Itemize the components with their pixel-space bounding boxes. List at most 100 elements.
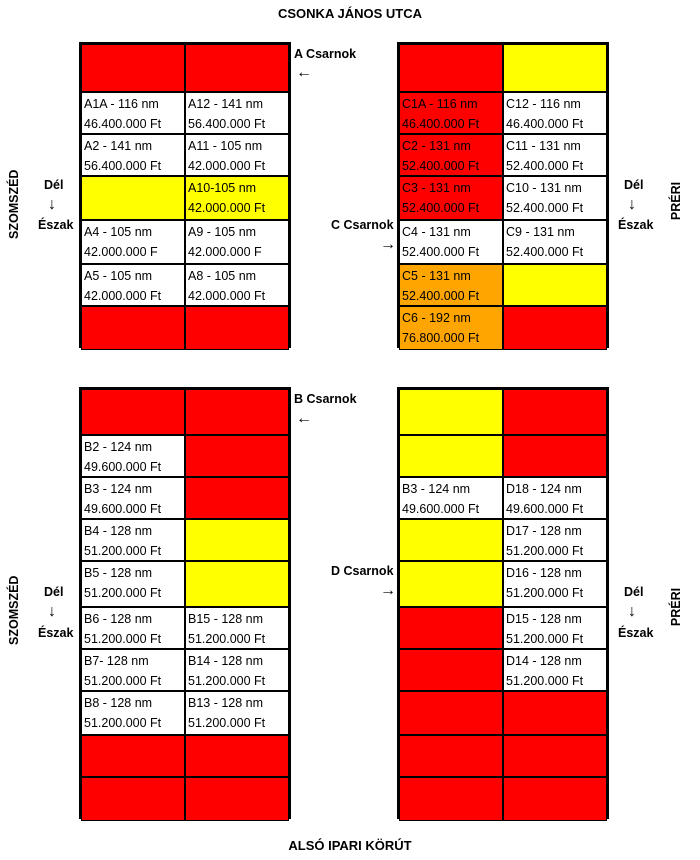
lot-price-label: 52.400.000 Ft — [506, 201, 584, 215]
lot-size-label: B6 - 128 nm — [84, 612, 153, 626]
lot-price-label: 51.200.000 Ft — [188, 632, 266, 646]
lot-size-label: B8 - 128 nm — [84, 696, 153, 710]
lot-price-label: 46.400.000 Ft — [402, 117, 480, 131]
lot-cell — [185, 735, 289, 777]
lot-cell — [399, 389, 503, 435]
compass-south-label: Dél — [624, 585, 644, 599]
compass-south-label: Dél — [44, 585, 64, 599]
lot-size-label: C1A - 116 nm — [402, 97, 478, 111]
lot-cell — [399, 735, 503, 777]
lot-cell — [185, 777, 289, 821]
lot-size-label: C2 - 131 nm — [402, 139, 471, 153]
lot-cell — [503, 777, 607, 821]
prairie-side-label: PRÉRI — [669, 587, 683, 627]
compass-down-arrow-icon: ↓ — [628, 196, 636, 213]
lot-size-label: C9 - 131 nm — [506, 225, 575, 239]
hall-a-arrow-icon: ← — [296, 64, 312, 81]
lot-cell: B3 - 124 nm 49.600.000 Ft — [81, 477, 185, 519]
lot-size-label: D18 - 124 nm — [506, 482, 582, 496]
lot-price-label: 51.200.000 Ft — [84, 674, 162, 688]
lot-size-label: B2 - 124 nm — [84, 440, 153, 454]
lot-cell — [399, 561, 503, 607]
lot-cell — [81, 306, 185, 350]
lot-price-label: 42.000.000 Ft — [188, 159, 266, 173]
lot-price-label: 51.200.000 Ft — [188, 674, 266, 688]
lot-cell — [81, 777, 185, 821]
lot-cell — [185, 306, 289, 350]
lot-size-label: B3 - 124 nm — [84, 482, 153, 496]
lot-cell — [185, 389, 289, 435]
lot-cell: B5 - 128 nm 51.200.000 Ft — [81, 561, 185, 607]
lot-cell: A11 - 105 nm 42.000.000 Ft — [185, 134, 289, 176]
compass-south-label: Dél — [44, 178, 64, 192]
lot-cell — [503, 306, 607, 350]
lot-price-label: 52.400.000 Ft — [506, 159, 584, 173]
lot-price-label: 51.200.000 Ft — [506, 632, 584, 646]
lot-price-label: 51.200.000 Ft — [506, 674, 584, 688]
lot-size-label: D17 - 128 nm — [506, 524, 582, 538]
lot-cell: B4 - 128 nm 51.200.000 Ft — [81, 519, 185, 561]
lot-price-label: 42.000.000 Ft — [188, 201, 266, 215]
lot-size-label: A12 - 141 nm — [188, 97, 264, 111]
compass-north-label: Észak — [38, 626, 74, 640]
lot-cell — [503, 264, 607, 306]
lot-size-label: A8 - 105 nm — [188, 269, 257, 283]
lot-cell — [185, 477, 289, 519]
lot-size-label: C5 - 131 nm — [402, 269, 471, 283]
lot-cell: C2 - 131 nm 52.400.000 Ft — [399, 134, 503, 176]
lot-size-label: C10 - 131 nm — [506, 181, 582, 195]
lot-cell: D17 - 128 nm 51.200.000 Ft — [503, 519, 607, 561]
lot-size-label: D15 - 128 nm — [506, 612, 582, 626]
lot-cell — [185, 561, 289, 607]
lot-price-label: 51.200.000 Ft — [84, 632, 162, 646]
lot-cell: A4 - 105 nm 42.000.000 F — [81, 220, 185, 264]
hall-a-label: A Csarnok — [294, 47, 357, 61]
lot-price-label: 42.000.000 F — [188, 245, 262, 259]
lot-size-label: B3 - 124 nm — [402, 482, 471, 496]
lot-price-label: 52.400.000 Ft — [402, 289, 480, 303]
lot-size-label: B13 - 128 nm — [188, 696, 264, 710]
lot-cell — [503, 389, 607, 435]
lot-price-label: 51.200.000 Ft — [84, 716, 162, 730]
lot-price-label: 49.600.000 Ft — [402, 502, 480, 516]
lot-cell — [399, 519, 503, 561]
lot-cell: C6 - 192 nm 76.800.000 Ft — [399, 306, 503, 350]
lot-cell: C11 - 131 nm 52.400.000 Ft — [503, 134, 607, 176]
lot-cell — [185, 435, 289, 477]
compass-north-label: Észak — [618, 626, 654, 640]
lot-price-label: 49.600.000 Ft — [84, 460, 162, 474]
hall-d-label: D Csarnok — [331, 564, 394, 578]
lot-price-label: 46.400.000 Ft — [506, 117, 584, 131]
lot-cell: A5 - 105 nm 42.000.000 Ft — [81, 264, 185, 306]
lot-price-label: 52.400.000 Ft — [402, 245, 480, 259]
lot-cell: B15 - 128 nm 51.200.000 Ft — [185, 607, 289, 649]
lot-size-label: B5 - 128 nm — [84, 566, 153, 580]
lot-cell: B14 - 128 nm 51.200.000 Ft — [185, 649, 289, 691]
prairie-side-label: PRÉRI — [669, 181, 683, 221]
compass-down-arrow-icon: ↓ — [628, 603, 636, 620]
lot-price-label: 51.200.000 Ft — [188, 716, 266, 730]
lot-size-label: A5 - 105 nm — [84, 269, 153, 283]
lot-cell: D14 - 128 nm 51.200.000 Ft — [503, 649, 607, 691]
hall-d-block: B3 - 124 nm 49.600.000 Ft D18 - 124 nm 49.6… — [397, 387, 609, 821]
compass-north-label: Észak — [618, 218, 654, 232]
lot-cell — [503, 44, 607, 92]
lot-cell — [399, 777, 503, 821]
lot-size-label: C4 - 131 nm — [402, 225, 471, 239]
lot-size-label: D14 - 128 nm — [506, 654, 582, 668]
street-top-label: CSONKA JÁNOS UTCA — [278, 6, 422, 21]
lot-cell — [399, 691, 503, 735]
lot-cell — [81, 176, 185, 220]
lot-size-label: A9 - 105 nm — [188, 225, 257, 239]
lot-size-label: A11 - 105 nm — [188, 139, 263, 153]
hall-c-block: C1A - 116 nm 46.400.000 Ft C12 - 116 nm 46.… — [397, 42, 609, 350]
hall-b-label: B Csarnok — [294, 392, 357, 406]
hall-c-arrow-icon: → — [380, 236, 396, 253]
lot-price-label: 51.200.000 Ft — [506, 544, 584, 558]
lot-price-label: 46.400.000 Ft — [84, 117, 162, 131]
lot-cell — [503, 691, 607, 735]
compass-south-label: Dél — [624, 178, 644, 192]
lot-cell — [81, 389, 185, 435]
lot-cell: C9 - 131 nm 52.400.000 Ft — [503, 220, 607, 264]
neighbor-side-label: SZOMSZÉD — [7, 575, 21, 645]
